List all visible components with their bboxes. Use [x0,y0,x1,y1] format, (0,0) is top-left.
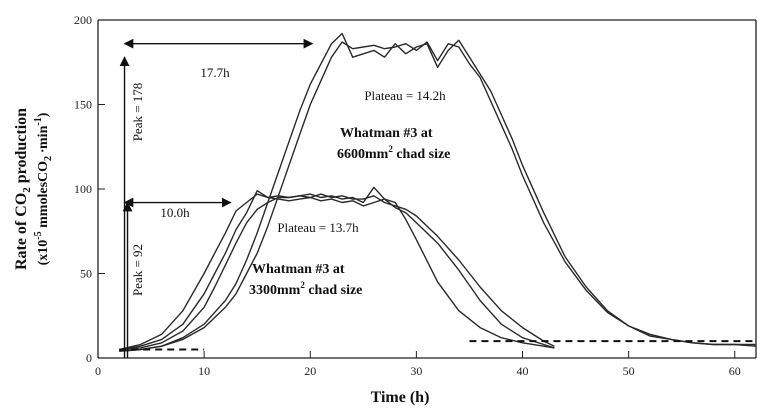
axis-ticks: 0 10 20 30 40 50 60 0 50 100 150 200 [74,13,741,378]
x-tick-label: 20 [304,364,316,378]
y-axis-title-line2: (x10-5 mmolesCO2 ∙min-1) [33,112,54,265]
condition-6600-line1: Whatman #3 at [340,126,433,141]
y-tick-label: 0 [86,351,92,365]
series-line-3 [119,186,555,351]
condition-6600-line2: 6600mm2 chad size [337,144,450,162]
duration-10-0h-label: 10.0h [160,205,190,220]
x-axis-title: Time (h) [371,389,430,406]
x-tick-label: 60 [729,364,741,378]
duration-17-7h-label: 17.7h [200,65,230,80]
annotation-arrows [119,38,314,358]
series-line-1 [119,41,756,352]
condition-3300-line2: 3300mm2 chad size [249,280,362,298]
x-tick-label: 10 [198,364,210,378]
y-tick-label: 150 [74,98,92,112]
y-tick-label: 200 [74,13,92,27]
peak-178-label: Peak = 178 [130,83,145,142]
series-group [119,32,757,352]
peak-92-label: Peak = 92 [130,244,145,296]
plateau-14-2h-label: Plateau = 14.2h [364,88,446,103]
plateau-13-7h-label: Plateau = 13.7h [277,220,359,235]
x-tick-label: 30 [410,364,422,378]
x-tick-label: 50 [623,364,635,378]
x-tick-label: 40 [517,364,529,378]
series-line-5 [119,193,555,351]
condition-3300-line1: Whatman #3 at [252,262,345,277]
y-axis-title-line1: Rate of CO2 production [13,108,33,270]
series-line-4 [119,190,555,351]
baseline-group [119,340,756,351]
series-line-2 [119,32,757,352]
x-tick-label: 0 [95,364,101,378]
y-tick-label: 50 [80,267,92,281]
y-tick-label: 100 [74,182,92,196]
